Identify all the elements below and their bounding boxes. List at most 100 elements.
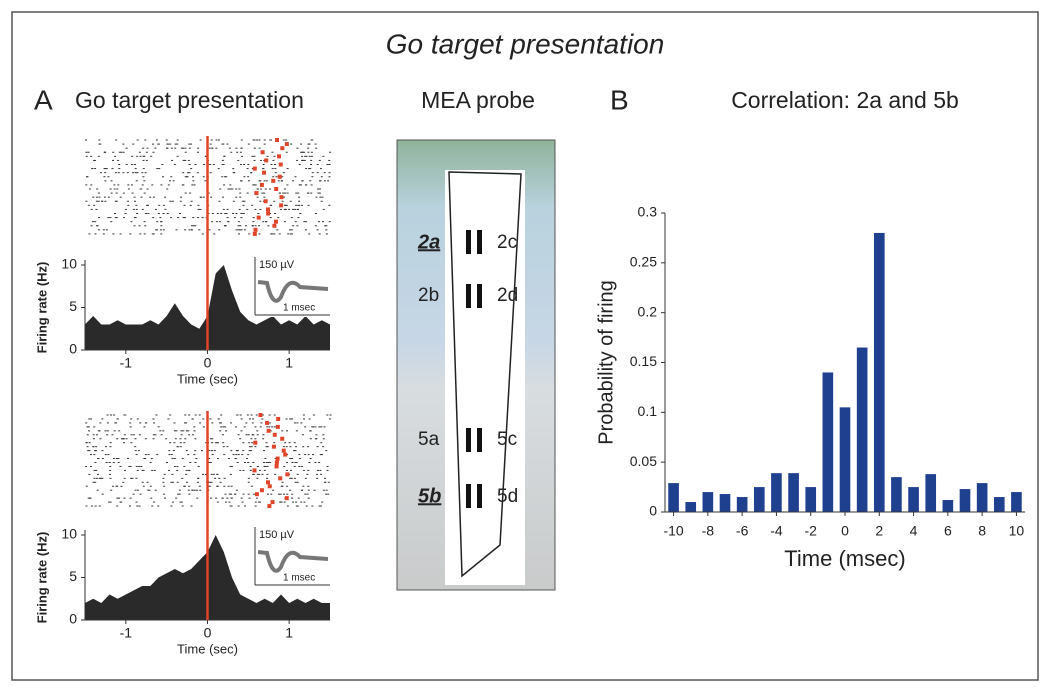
y-tick-label: 10 <box>61 526 77 542</box>
site-label: 5a <box>418 429 440 450</box>
raster-event <box>283 452 288 457</box>
x-tick-label: -8 <box>702 523 715 539</box>
raster-event <box>266 428 271 433</box>
bar <box>925 474 937 512</box>
raster-event <box>266 211 271 216</box>
inset-amplitude: 150 µV <box>259 529 295 541</box>
x-tick-label: -6 <box>736 523 749 539</box>
x-tick-label: 1 <box>285 355 293 371</box>
raster-event <box>285 472 290 477</box>
raster-event <box>258 413 263 417</box>
y-tick-label: 0.05 <box>630 453 657 469</box>
raster-event <box>265 480 270 485</box>
inset-amplitude: 150 µV <box>259 259 295 271</box>
x-tick-label: 1 <box>285 625 293 641</box>
raster-event <box>274 187 279 191</box>
bar <box>993 497 1005 512</box>
site-label: 2b <box>418 285 439 306</box>
y-tick-label: 0.1 <box>638 403 658 419</box>
site-label: 2a <box>417 231 440 253</box>
inset-duration: 1 msec <box>283 573 315 584</box>
raster-event <box>274 464 279 469</box>
raster-event <box>264 158 269 163</box>
probe-diagram: 2a 2c 2b 2d 5a 5c 5b 5d <box>396 139 556 591</box>
bar <box>839 407 851 512</box>
x-tick-label: -4 <box>770 523 783 539</box>
raster-event <box>275 424 280 429</box>
bar <box>976 483 988 512</box>
raster-event <box>277 174 282 179</box>
raster-event <box>254 191 259 196</box>
raster-event <box>260 150 265 155</box>
figure-title: Go target presentation <box>386 28 665 59</box>
waveform <box>257 550 329 573</box>
y-tick-label: 5 <box>69 298 77 314</box>
raster-event <box>271 444 276 449</box>
raster-event <box>270 500 275 505</box>
y-tick-label: 0.3 <box>638 204 658 220</box>
x-tick-label: 0 <box>841 523 849 539</box>
x-tick-label: 0 <box>204 355 212 371</box>
x-tick-label: 6 <box>944 523 952 539</box>
panel-title: Correlation: 2a and 5b <box>731 87 959 113</box>
raster-event <box>280 436 285 441</box>
panel-title: Go target presentation <box>75 87 304 113</box>
raster-event <box>281 448 286 453</box>
y-tick-label: 0.2 <box>638 303 658 319</box>
raster-event <box>262 170 267 175</box>
raster-event <box>267 504 272 509</box>
bar <box>685 502 697 512</box>
y-axis-label: Firing rate (Hz) <box>34 262 49 354</box>
x-axis-label: Time (sec) <box>177 371 238 386</box>
probe-shank <box>448 171 522 578</box>
x-tick-label: 8 <box>978 523 986 539</box>
y-tick-label: 0 <box>649 503 657 519</box>
raster-event <box>252 166 257 171</box>
bar <box>856 347 868 512</box>
raster-event <box>265 420 270 425</box>
raster-event <box>267 484 272 489</box>
x-tick-label: 10 <box>1009 523 1025 539</box>
raster-event <box>277 154 282 159</box>
raster-event <box>259 488 264 493</box>
inset-duration: 1 msec <box>283 303 315 314</box>
probe-title: MEA probe <box>421 87 535 113</box>
raster-event <box>272 432 277 437</box>
electrodes <box>466 230 482 508</box>
raster-event <box>276 416 281 421</box>
raster-event <box>272 223 277 228</box>
raster-event <box>275 138 280 142</box>
y-tick-label: 0 <box>69 341 77 357</box>
raster-event <box>253 440 258 445</box>
raster-event <box>254 492 259 497</box>
bar <box>822 372 834 512</box>
bar <box>873 232 885 512</box>
y-axis-label: Firing rate (Hz) <box>34 532 49 624</box>
bar <box>719 494 731 512</box>
raster-event <box>273 219 278 224</box>
raster-event <box>279 203 284 208</box>
raster-event <box>271 178 276 183</box>
y-axis-label: Probability of firing <box>595 280 617 445</box>
site-label: 5c <box>497 429 517 450</box>
raster-event <box>284 496 289 501</box>
firing-rate-area <box>85 265 330 350</box>
y-tick-label: 10 <box>61 256 77 272</box>
raster-event <box>252 468 257 473</box>
raster-event <box>259 182 264 187</box>
frame <box>11 11 1039 681</box>
bar <box>753 487 765 512</box>
x-tick-label: -1 <box>120 625 133 641</box>
waveform <box>257 280 329 303</box>
site-label: 2d <box>497 285 518 306</box>
bar <box>668 483 679 512</box>
raster-event <box>274 460 279 465</box>
x-tick-label: 2 <box>875 523 883 539</box>
x-tick-label: -1 <box>120 355 133 371</box>
x-tick-label: 4 <box>910 523 918 539</box>
raster-event <box>278 162 283 167</box>
bar <box>908 487 919 512</box>
bar <box>805 487 817 512</box>
x-axis-label: Time (sec) <box>177 641 238 656</box>
